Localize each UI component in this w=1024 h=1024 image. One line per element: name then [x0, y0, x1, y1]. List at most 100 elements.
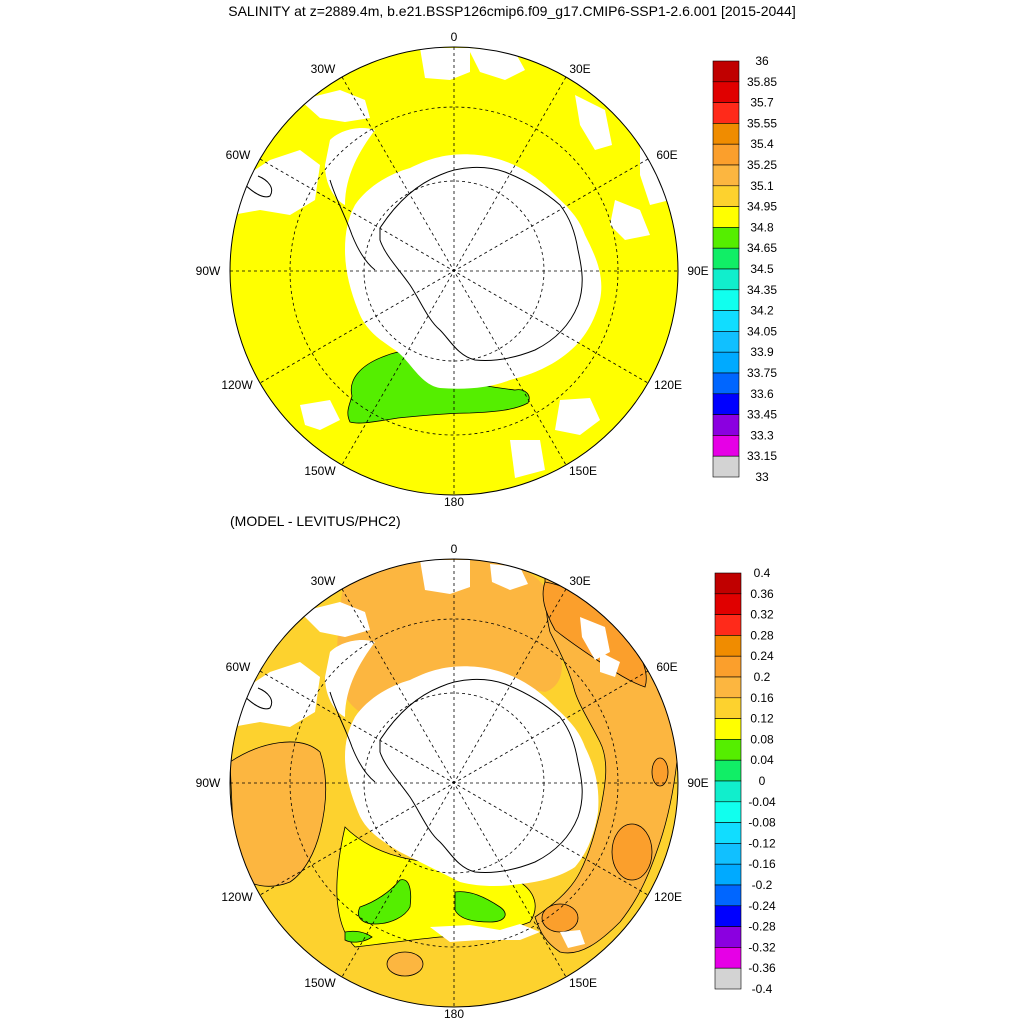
colorbar-swatch: [714, 739, 742, 761]
colorbar-tick-label: -0.12: [748, 836, 776, 850]
colorbar-tick-label: 0.08: [750, 732, 774, 746]
lon-label: 30E: [569, 62, 590, 76]
colorbar-swatch: [712, 206, 740, 228]
colorbar-swatch: [714, 676, 742, 699]
south-america-coastline: [239, 175, 273, 198]
colorbar-swatch: [714, 759, 742, 782]
lon-label: 150E: [569, 464, 597, 478]
diff-region-0.04-0.08: [358, 879, 412, 925]
difference-colorbar: 0.4 0.36 0.32 0.28 0.24 0.2 0.16 0.12 0.08 0.04 0 -…: [714, 566, 776, 996]
colorbar-tick-label: 35.4: [750, 137, 774, 151]
colorbar-swatch: [712, 227, 740, 249]
colorbar-swatch: [714, 884, 742, 907]
colorbar-tick-label: -0.04: [748, 795, 776, 809]
colorbar-tick-label: 33.9: [750, 345, 774, 359]
colorbar-tick-label: 34.65: [747, 241, 777, 255]
colorbar-swatch: [714, 697, 742, 719]
colorbar-tick-label: 33.15: [747, 449, 777, 463]
missing-data-region: [575, 95, 612, 150]
antarctica-coastline: [379, 678, 583, 873]
colorbar-swatch: [714, 967, 742, 990]
map-boundary: [229, 558, 679, 1008]
longitude-labels: 0 30E 60E 90E 120E 150E 180 150W 120W 90…: [196, 542, 709, 1021]
antarctica-coastline: [379, 166, 583, 361]
colorbar-tick-label: 0.24: [750, 649, 774, 663]
antarctic-peninsula: [325, 640, 375, 717]
diff-region-0.04-0.08: [454, 891, 506, 923]
colorbar-tick-label: 34.8: [750, 220, 774, 234]
colorbar-tick-label: -0.28: [748, 920, 776, 934]
missing-data-region: [600, 652, 620, 677]
missing-data-region: [490, 564, 528, 590]
south-america-coastline: [239, 687, 273, 710]
colorbar-tick-label: 0.32: [750, 608, 774, 622]
colorbar-tick-label: 0.36: [750, 587, 774, 601]
colorbar-swatch: [714, 801, 742, 823]
lon-label: 150E: [569, 976, 597, 990]
missing-data-region: [555, 398, 600, 435]
colorbar-tick-label: -0.36: [748, 961, 776, 975]
lon-label: 90E: [687, 776, 708, 790]
colorbar-swatch: [712, 435, 740, 457]
colorbar-tick-label: 34.95: [747, 200, 777, 214]
colorbar-swatch: [712, 247, 740, 270]
missing-data-region: [430, 924, 540, 942]
lon-label: 120E: [654, 890, 682, 904]
lon-label: 120E: [654, 378, 682, 392]
colorbar-swatch: [714, 614, 742, 636]
diff-region-west: [230, 741, 327, 887]
antarctic-peninsula: [325, 128, 375, 205]
lon-label: 90W: [196, 264, 221, 278]
colorbar-tick-label: 35.25: [747, 158, 777, 172]
colorbar-swatch: [712, 310, 740, 332]
colorbar-tick-label: 0.12: [750, 712, 774, 726]
colorbar-tick-label: 34.2: [750, 304, 774, 318]
lon-label: 60W: [226, 660, 251, 674]
colorbar-swatch: [714, 593, 742, 615]
missing-data-region: [300, 400, 340, 430]
colorbar-tick-label: 35.85: [747, 75, 777, 89]
longitude-labels: 0 30E 60E 90E 120E 150E 180 150W 120W 90…: [196, 30, 709, 509]
colorbar-tick-label: -0.32: [748, 940, 776, 954]
colorbar-tick-label: 0.28: [750, 628, 774, 642]
colorbar-tick-label: 0.04: [750, 753, 774, 767]
colorbar-swatch: [714, 780, 742, 803]
colorbar-swatch: [714, 822, 742, 844]
colorbar-swatch: [714, 718, 742, 740]
colorbar-tick-label: 34.05: [747, 324, 777, 338]
difference-polar-map: 0 30E 60E 90E 120E 150E 180 150W 120W 90…: [196, 542, 776, 1021]
lon-label: 90E: [687, 264, 708, 278]
colorbar-tick-label: 0.4: [754, 566, 771, 580]
colorbar-tick-label: 0.2: [754, 670, 771, 684]
lon-label: 30W: [311, 574, 336, 588]
colorbar-swatch: [712, 164, 740, 187]
missing-data-region: [610, 200, 650, 240]
colorbar-tick-label: -0.2: [752, 878, 773, 892]
colorbar-tick-label: 0.16: [750, 691, 774, 705]
colorbar-swatch: [714, 572, 742, 595]
colorbar-swatch: [712, 414, 740, 436]
lon-label: 180: [444, 1007, 464, 1021]
diff-local-max: [611, 823, 653, 881]
colorbar-swatch: [712, 393, 740, 415]
difference-subtitle: (MODEL - LEVITUS/PHC2): [230, 513, 401, 529]
colorbar-swatch: [712, 60, 740, 83]
colorbar-swatch: [712, 289, 740, 311]
colorbar-swatch: [714, 635, 742, 657]
lon-label: 150W: [304, 464, 336, 478]
colorbar-swatch: [714, 947, 742, 969]
colorbar-tick-label: 34.5: [750, 262, 774, 276]
colorbar-tick-label: 33: [755, 470, 769, 484]
colorbar-tick-label: 34.35: [747, 283, 777, 297]
missing-data-region: [300, 602, 370, 637]
missing-data-region: [300, 90, 370, 122]
peninsula-coastline: [329, 691, 376, 783]
antarctica-landmass: [345, 154, 602, 389]
missing-data-region: [510, 440, 545, 478]
lon-label: 30W: [311, 62, 336, 76]
missing-data-region: [560, 930, 585, 948]
antarctica-landmass: [345, 666, 599, 887]
diff-local-max: [651, 757, 669, 787]
colorbar-swatch: [712, 185, 740, 207]
lon-label: 180: [444, 495, 464, 509]
